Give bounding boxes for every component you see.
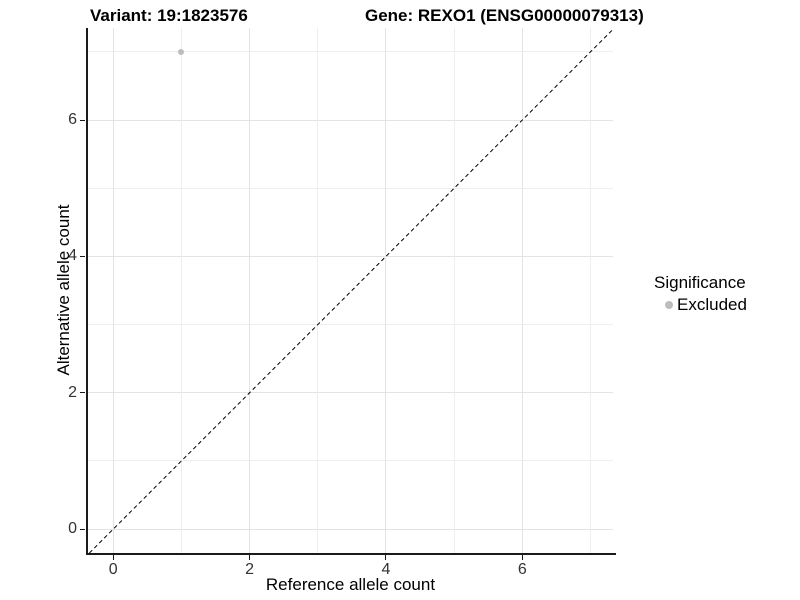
x-tick-mark — [385, 555, 387, 560]
x-tick-label: 6 — [517, 561, 527, 578]
major-gridline-vertical — [521, 28, 523, 553]
major-gridline-horizontal — [88, 255, 613, 257]
x-tick-label: 4 — [381, 561, 391, 578]
major-gridline-horizontal — [88, 392, 613, 394]
minor-gridline-vertical — [180, 28, 182, 553]
major-gridline-vertical — [112, 28, 114, 553]
variant-title: Variant: 19:1823576 — [90, 6, 248, 25]
minor-gridline-vertical — [590, 28, 591, 553]
y-tick-label: 0 — [68, 520, 77, 538]
y-tick-mark — [80, 255, 85, 257]
legend-title: Significance — [654, 273, 746, 292]
minor-gridline-horizontal — [88, 187, 613, 189]
x-tick-label: 2 — [245, 561, 255, 578]
x-tick-mark — [521, 555, 523, 560]
y-tick-mark — [80, 392, 85, 394]
y-axis-line — [86, 28, 88, 555]
y-tick-label: 2 — [68, 383, 77, 401]
y-axis-title: Alternative allele count — [54, 204, 73, 376]
legend-key-dot-icon — [665, 301, 673, 309]
major-gridline-vertical — [249, 28, 251, 553]
plot-panel: 0 2 4 6 0 2 4 6 — [68, 28, 616, 578]
y-tick-label: 6 — [68, 111, 77, 129]
y-tick-mark — [80, 119, 85, 121]
x-tick-mark — [249, 555, 251, 560]
identity-dashed-line — [89, 29, 614, 554]
major-gridline-horizontal — [88, 528, 613, 530]
legend-item: Excluded — [654, 295, 747, 315]
minor-gridline-vertical — [317, 28, 319, 553]
y-tick-mark — [80, 528, 85, 530]
legend: Significance Excluded — [654, 272, 747, 315]
legend-item-label: Excluded — [677, 295, 747, 314]
minor-gridline-horizontal — [88, 51, 613, 53]
minor-gridline-horizontal — [88, 324, 613, 326]
major-gridline-vertical — [385, 28, 387, 553]
data-point — [178, 48, 185, 55]
x-tick-label: 0 — [108, 561, 118, 578]
legend-items: Excluded — [654, 295, 747, 315]
x-axis-line — [86, 553, 616, 555]
minor-gridline-vertical — [453, 28, 455, 553]
y-tick-label: 4 — [68, 247, 77, 265]
x-axis-title: Reference allele count — [265, 575, 436, 594]
major-gridline-horizontal — [88, 119, 613, 121]
gene-title: Gene: REXO1 (ENSG00000079313) — [365, 6, 644, 25]
minor-gridline-horizontal — [88, 460, 613, 462]
x-tick-mark — [112, 555, 114, 560]
